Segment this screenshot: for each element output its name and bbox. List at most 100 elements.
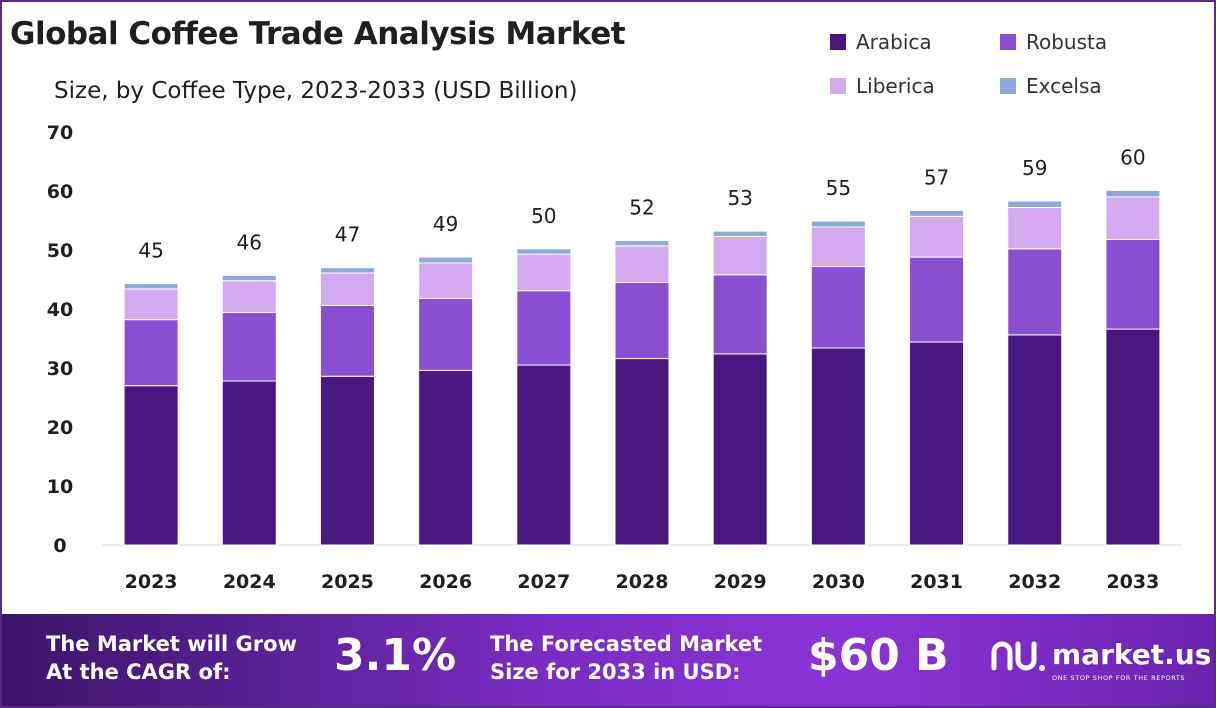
brand-name: market.us: [1052, 638, 1212, 671]
bar-segment-arabica: [1007, 334, 1063, 546]
bar-segment-liberica: [1007, 207, 1063, 250]
bar-segment-arabica: [614, 358, 670, 546]
data-label-total: 59: [1022, 156, 1047, 180]
x-tick-label: 2026: [419, 571, 472, 593]
data-label-total: 52: [629, 196, 654, 220]
bar-segment-liberica: [712, 235, 768, 276]
bar-segment-robusta: [909, 256, 965, 343]
forecast-label-line2: Size for 2033 in USD:: [490, 660, 741, 684]
bar-segment-robusta: [418, 297, 474, 371]
bar-segment-excelsa: [614, 240, 670, 247]
cagr-value: 3.1%: [334, 630, 457, 681]
bar-segment-robusta: [614, 281, 670, 360]
bar-segment-arabica: [418, 369, 474, 546]
legend-swatch-excelsa: [1000, 78, 1016, 94]
bar-segment-robusta: [221, 312, 277, 382]
bar-segment-arabica: [516, 364, 572, 546]
bar-segment-arabica: [712, 353, 768, 546]
bar-segment-excelsa: [712, 230, 768, 237]
x-tick-label: 2025: [321, 571, 374, 593]
bar-segment-arabica: [1105, 328, 1161, 546]
y-tick-label: 60: [47, 181, 73, 203]
bar-segment-excelsa: [1105, 189, 1161, 198]
legend-item-excelsa: Excelsa: [1000, 74, 1102, 98]
y-tick-label: 40: [47, 299, 73, 321]
cagr-label-line1: The Market will Grow: [46, 632, 297, 656]
legend-label: Excelsa: [1026, 74, 1102, 98]
bar-segment-arabica: [909, 341, 965, 546]
x-tick-label: 2023: [125, 571, 178, 593]
x-tick-label: 2033: [1106, 571, 1159, 593]
bar-segment-excelsa: [221, 274, 277, 282]
bar-segment-excelsa: [1007, 200, 1063, 209]
x-tick-label: 2024: [223, 571, 276, 593]
bar-segment-robusta: [123, 319, 179, 387]
market-us-logo-icon: [991, 641, 1045, 671]
bar-segment-liberica: [123, 288, 179, 321]
y-tick-label: 30: [47, 358, 73, 380]
forecast-value: $60 B: [808, 630, 949, 681]
legend-swatch-robusta: [1000, 34, 1016, 50]
bar-segment-liberica: [810, 226, 866, 268]
data-label-total: 49: [433, 212, 458, 236]
bar-segment-excelsa: [810, 220, 866, 228]
legend-label: Liberica: [856, 74, 935, 98]
x-tick-label: 2027: [517, 571, 570, 593]
data-label-total: 53: [727, 186, 752, 210]
bar-segment-arabica: [123, 385, 179, 546]
y-tick-label: 0: [53, 535, 66, 557]
legend-swatch-liberica: [830, 78, 846, 94]
y-tick-label: 70: [47, 122, 73, 144]
bar-segment-liberica: [1105, 196, 1161, 240]
cagr-label: The Market will Grow At the CAGR of:: [46, 630, 297, 686]
bar-segment-robusta: [516, 290, 572, 366]
legend-item-robusta: Robusta: [1000, 30, 1107, 54]
y-tick-label: 10: [47, 476, 73, 498]
data-label-total: 60: [1120, 145, 1145, 169]
stacked-bar-chart: 0102030405060704520234620244720254920265…: [47, 122, 1182, 593]
x-tick-label: 2029: [714, 571, 767, 593]
x-tick-label: 2031: [910, 571, 963, 593]
x-tick-label: 2030: [812, 571, 865, 593]
legend-item-liberica: Liberica: [830, 74, 935, 98]
data-label-total: 55: [826, 176, 851, 200]
bar-segment-excelsa: [319, 267, 375, 274]
bar-segment-liberica: [418, 262, 474, 299]
bar-segment-arabica: [319, 375, 375, 546]
data-label-total: 47: [335, 223, 360, 247]
bar-segment-excelsa: [123, 283, 179, 290]
chart-subtitle: Size, by Coffee Type, 2023-2033 (USD Bil…: [54, 78, 578, 104]
bar-segment-excelsa: [418, 256, 474, 264]
bar-segment-liberica: [909, 215, 965, 258]
bar-segment-excelsa: [909, 209, 965, 217]
chart-title: Global Coffee Trade Analysis Market: [10, 16, 626, 52]
y-tick-label: 20: [47, 417, 73, 439]
legend-label: Robusta: [1026, 30, 1108, 54]
bar-segment-liberica: [319, 272, 375, 306]
bar-segment-robusta: [712, 274, 768, 355]
bar-segment-arabica: [221, 380, 277, 546]
cagr-label-line2: At the CAGR of:: [46, 660, 231, 684]
legend-swatch-arabica: [830, 34, 846, 50]
forecast-label: The Forecasted Market Size for 2033 in U…: [490, 630, 762, 686]
data-label-total: 50: [531, 204, 556, 228]
bar-segment-excelsa: [516, 248, 572, 255]
summary-banner: The Market will Grow At the CAGR of: 3.1…: [2, 614, 1214, 706]
data-label-total: 46: [237, 230, 262, 254]
legend-item-arabica: Arabica: [830, 30, 932, 54]
legend-label: Arabica: [856, 30, 932, 54]
bar-segment-robusta: [1007, 248, 1063, 336]
bar-segment-robusta: [319, 304, 375, 377]
legend: Arabica Robusta Liberica Excelsa: [830, 30, 1190, 110]
y-tick-label: 50: [47, 240, 73, 262]
x-tick-label: 2028: [616, 571, 669, 593]
bar-segment-arabica: [810, 347, 866, 546]
bar-segment-robusta: [810, 266, 866, 349]
bar-segment-liberica: [516, 253, 572, 292]
brand-tagline: ONE STOP SHOP FOR THE REPORTS: [1052, 674, 1186, 682]
data-label-total: 45: [138, 239, 163, 263]
forecast-label-line1: The Forecasted Market: [490, 632, 763, 656]
bar-segment-robusta: [1105, 238, 1161, 330]
bar-segment-liberica: [221, 280, 277, 314]
